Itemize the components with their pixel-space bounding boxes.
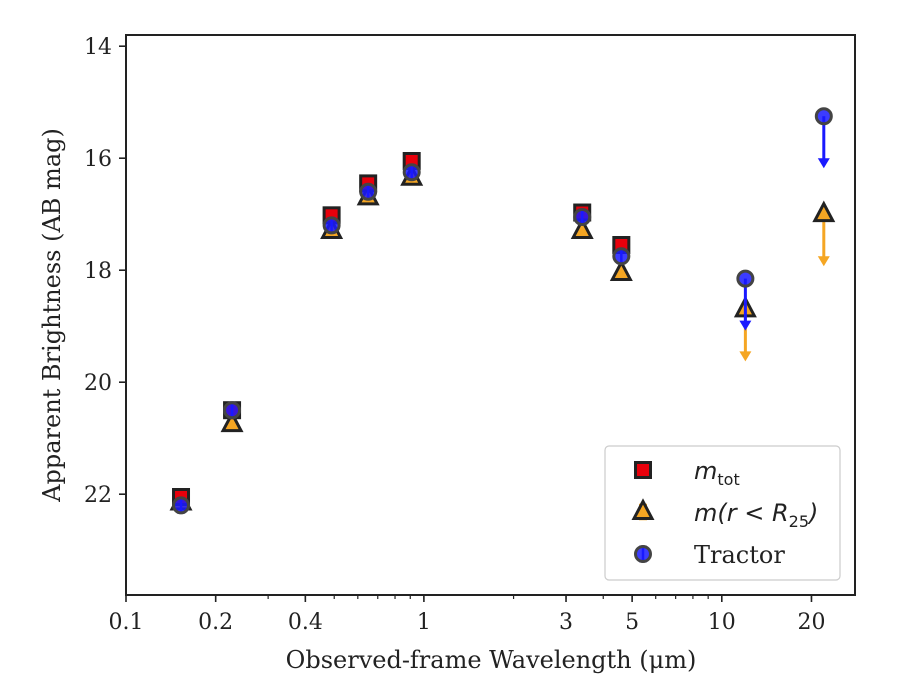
legend-box bbox=[604, 445, 841, 581]
y-tick-label-14: 14 bbox=[84, 35, 112, 60]
point-tractor bbox=[322, 216, 341, 235]
point-m-r-r-25- bbox=[220, 410, 244, 433]
limit-point-tractor bbox=[814, 107, 833, 126]
axes: 0.1 0.2 0.4 1 3 5 10 20 14 16 18 20 22 bbox=[84, 34, 856, 635]
x-tick-label-0.4: 0.4 bbox=[288, 610, 323, 635]
y-tick-label-16: 16 bbox=[84, 147, 112, 172]
point-m-r-r-25- bbox=[570, 217, 594, 239]
point-tractor bbox=[402, 163, 421, 182]
plot-frame bbox=[125, 34, 856, 596]
x-tick-label-3: 3 bbox=[559, 610, 573, 635]
y-tick-label-22: 22 bbox=[84, 483, 112, 508]
upper-limit-arrow-head bbox=[739, 320, 752, 331]
legend-marker-m-r-r-25- bbox=[631, 498, 655, 520]
limit-point-m-r-r-25- bbox=[812, 200, 836, 223]
legend-marker-m-tot bbox=[634, 461, 652, 479]
point-tractor bbox=[573, 208, 592, 226]
legend-label-m-r-r-25-: m(r < R25) bbox=[694, 499, 818, 531]
x-tick-label-10: 10 bbox=[708, 610, 736, 635]
x-axis-label: Observed-frame Wavelength (μm) bbox=[286, 646, 697, 674]
legend: mtot m(r < R25) Tractor bbox=[604, 445, 841, 581]
upper-limit-arrow-head bbox=[817, 158, 830, 169]
limit-point-tractor bbox=[736, 269, 755, 288]
point-tractor bbox=[223, 401, 242, 420]
upper-limit-arrow-head bbox=[817, 256, 830, 267]
legend-label-tractor: Tractor bbox=[694, 541, 785, 569]
series-tractor bbox=[172, 107, 833, 515]
point-tractor bbox=[359, 182, 378, 201]
x-tick-label-20: 20 bbox=[797, 610, 825, 635]
x-tick-label-5: 5 bbox=[625, 610, 639, 635]
upper-limit-arrow-head bbox=[739, 351, 752, 362]
legend-label-main: Tractor bbox=[694, 541, 785, 569]
data-marks bbox=[169, 107, 836, 515]
series-m-tot bbox=[172, 152, 631, 506]
legend-marker-tractor bbox=[634, 545, 652, 563]
point-m-r-r-25- bbox=[609, 259, 633, 281]
y-tick-label-18: 18 bbox=[84, 259, 112, 284]
legend-label-main: m bbox=[694, 457, 717, 485]
legend-label-m-tot: mtot bbox=[694, 457, 740, 489]
legend-label-sub: 25 bbox=[789, 512, 809, 531]
legend-label-sub: tot bbox=[717, 470, 739, 489]
legend-label-main: m(r < R bbox=[694, 499, 789, 527]
y-axis-label: Apparent Brightness (AB mag) bbox=[38, 128, 66, 503]
y-tick-label-20: 20 bbox=[84, 371, 112, 396]
x-tick-label-0.2: 0.2 bbox=[198, 610, 233, 635]
legend-label-tail: ) bbox=[807, 499, 818, 527]
x-tick-label-0.1: 0.1 bbox=[109, 610, 144, 635]
point-tractor bbox=[612, 247, 631, 266]
x-tick-label-1: 1 bbox=[417, 610, 431, 635]
point-tractor bbox=[172, 496, 191, 515]
